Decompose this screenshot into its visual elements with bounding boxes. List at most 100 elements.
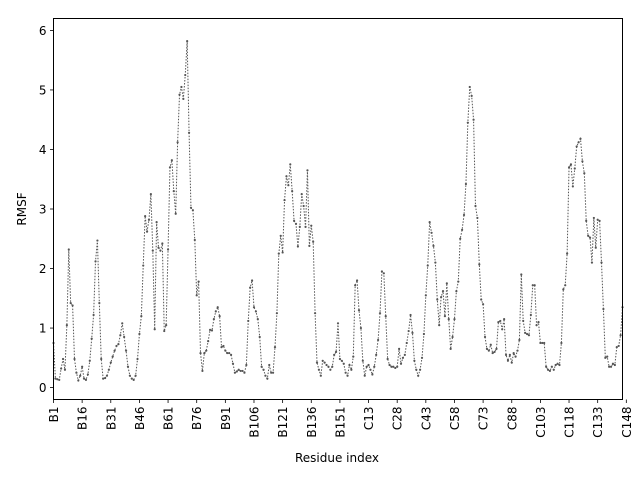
data-point [413,359,416,362]
data-point [354,284,357,287]
data-point [187,131,191,134]
data-point [166,248,170,251]
data-point [602,307,605,311]
data-point [401,356,405,359]
data-point [325,363,328,367]
data-point [483,335,487,339]
data-point [350,368,353,371]
data-point [430,231,433,234]
data-point [558,363,561,367]
data-point [585,219,588,223]
data-point [170,159,173,162]
data-point [315,361,319,364]
data-point [210,329,214,332]
data-point [504,353,508,356]
data-point [466,121,469,124]
data-point [438,323,441,327]
data-point [396,365,399,368]
data-point [294,222,298,225]
data-point [554,363,557,367]
data-point [403,353,406,356]
data-point [258,335,261,339]
x-tick-label: C73 [477,407,491,431]
data-point [285,175,288,178]
data-point [201,369,204,373]
data-point [550,365,553,368]
data-point [447,318,450,321]
data-point [176,141,179,144]
data-point [163,329,166,333]
data-point [321,359,324,362]
data-point [147,218,151,221]
data-point [548,369,552,373]
data-point [180,85,183,89]
data-point [111,355,114,358]
data-point [92,313,95,317]
data-point [615,346,618,349]
data-point [61,357,65,361]
data-point [562,288,565,291]
data-point [233,371,236,374]
data-point [503,318,506,321]
x-tick-label: B106 [247,407,261,438]
data-point [588,236,592,239]
data-point [525,332,529,336]
data-point [569,163,573,166]
data-point [352,355,355,358]
data-point [279,234,282,237]
data-point [300,193,303,196]
data-point [153,328,156,331]
data-point [363,374,366,377]
data-point [516,349,519,352]
data-point [459,237,462,240]
plot-area [52,40,624,383]
data-point [377,338,380,342]
data-point [174,212,177,215]
data-point [208,328,212,331]
data-point [489,343,492,346]
data-point [359,326,363,330]
data-point [159,249,162,252]
data-point [583,172,586,175]
data-point [58,378,61,381]
data-point [390,365,393,368]
data-point [138,332,141,336]
data-point [506,359,510,362]
data-point [121,322,124,325]
data-point [277,252,280,255]
data-point [476,216,479,220]
data-point [203,351,206,355]
data-point [268,363,271,367]
data-point [96,239,99,242]
data-point [420,356,424,359]
data-point [249,286,252,289]
data-point [514,355,517,358]
data-point [323,361,326,364]
data-point [239,369,242,373]
data-point [186,40,189,43]
data-point [115,344,118,348]
data-point [94,260,97,263]
data-point [409,313,412,317]
data-point [357,309,361,312]
x-tick-label: C43 [419,407,433,431]
data-point [567,166,571,169]
y-tick-label: 5 [39,83,47,97]
data-point [457,280,460,283]
data-point [252,306,256,309]
data-point [613,363,616,367]
data-point [298,225,301,228]
data-point [182,97,185,100]
data-point [271,371,275,374]
data-point [317,368,321,371]
data-point [443,315,447,318]
y-tick-label: 1 [39,322,47,336]
data-point [289,163,292,166]
x-tick-label: B91 [219,407,233,431]
data-point [606,355,609,358]
data-point [441,290,445,293]
data-point [449,347,452,350]
data-point [394,366,397,370]
data-point [592,216,595,220]
data-point [161,242,164,245]
